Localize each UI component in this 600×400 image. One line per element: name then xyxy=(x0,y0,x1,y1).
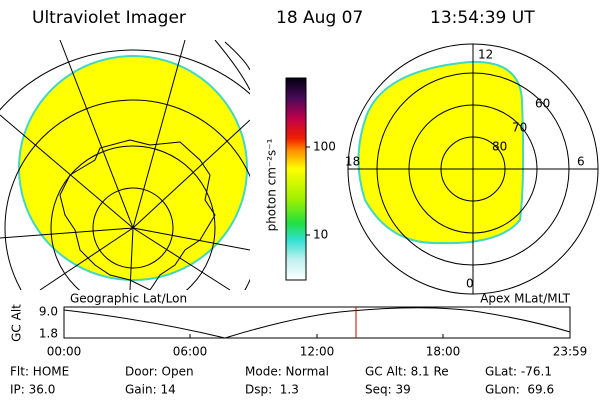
status-field: Door: Open xyxy=(125,365,194,379)
altitude-tick: 1.8 xyxy=(39,327,58,341)
time-tick: 06:00 xyxy=(173,345,208,359)
status-field: GLat: -76.1 xyxy=(485,365,552,379)
time-tick: 23:59 xyxy=(553,345,588,359)
status-field: Mode: Normal xyxy=(245,365,329,379)
status-field: GLon: 69.6 xyxy=(485,383,554,397)
status-field: GC Alt: 8.1 Re xyxy=(365,365,449,379)
altitude-label: GC Alt xyxy=(10,304,24,342)
mlt-label: 18 xyxy=(345,155,360,169)
map-title: Apex MLat/MLT xyxy=(480,292,570,306)
colorbar-tick: 10 xyxy=(313,228,328,242)
lat-label: 60 xyxy=(535,97,550,111)
polar-plot: 12 18 6 0 60 70 80 xyxy=(345,43,599,295)
geographic-map xyxy=(0,40,250,290)
mlt-label: 6 xyxy=(577,155,585,169)
date: 18 Aug 07 xyxy=(276,8,363,28)
status-field: Seq: 39 xyxy=(365,383,411,397)
altitude-plot xyxy=(63,306,571,339)
lat-label: 70 xyxy=(512,121,527,135)
altitude-tick: 9.0 xyxy=(39,305,58,319)
colorbar-label: photon cm⁻²s⁻¹ xyxy=(265,138,279,231)
time-tick: 18:00 xyxy=(426,345,461,359)
status-field: Flt: HOME xyxy=(10,365,69,379)
time-tick: 12:00 xyxy=(300,345,335,359)
status-field: Dsp: 1.3 xyxy=(245,383,299,397)
map-title: Geographic Lat/Lon xyxy=(70,292,187,306)
status-field: Gain: 14 xyxy=(125,383,176,397)
color-bar xyxy=(285,77,307,281)
lat-label: 80 xyxy=(492,140,507,154)
status-panel: Flt: HOME Door: Open Mode: Normal GC Alt: 8… xyxy=(10,365,554,397)
title: Ultraviolet Imager xyxy=(32,8,186,28)
time: 13:54:39 UT xyxy=(430,8,535,28)
colorbar-tick: 100 xyxy=(313,140,336,154)
mlt-label: 0 xyxy=(466,277,474,291)
status-field: IP: 36.0 xyxy=(10,383,55,397)
mlt-label: 12 xyxy=(478,48,493,62)
time-tick: 00:00 xyxy=(47,345,82,359)
